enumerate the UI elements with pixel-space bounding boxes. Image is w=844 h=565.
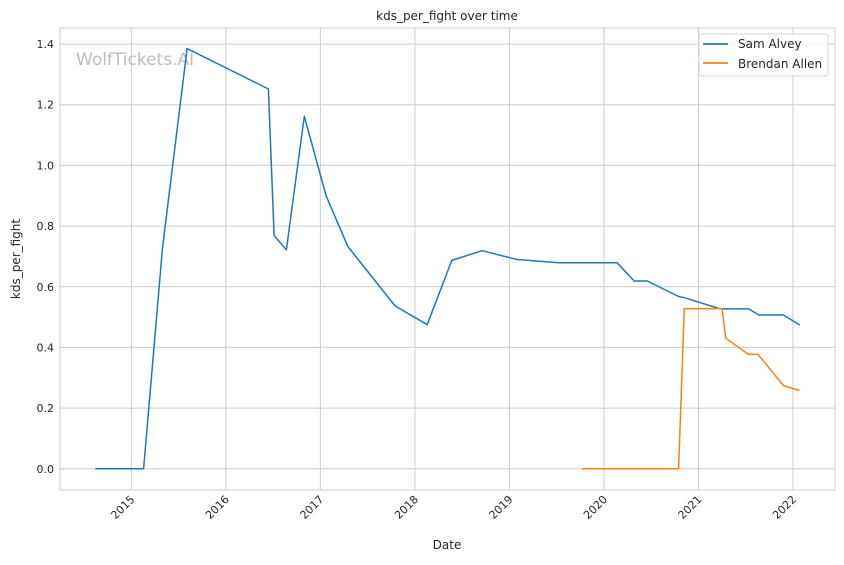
- x-tick-label: 2022: [770, 493, 799, 522]
- y-tick-label: 0.6: [37, 281, 55, 294]
- y-tick-label: 0.4: [37, 341, 55, 354]
- legend-label-sam-alvey: Sam Alvey: [738, 37, 802, 51]
- legend: Sam Alvey Brendan Allen: [698, 33, 829, 77]
- x-tick-label: 2020: [581, 493, 610, 522]
- plot-frame: [59, 27, 836, 491]
- ticks: 2015 2016 2017 2018 2019 2020 2021 2022 0.0 0.2 0.…: [37, 38, 800, 522]
- x-tick-label: 2019: [487, 493, 516, 522]
- x-tick-label: 2021: [676, 493, 705, 522]
- y-tick-label: 0.0: [37, 463, 55, 476]
- series-lines: [95, 47, 800, 470]
- x-tick-label: 2018: [392, 493, 421, 522]
- series-line-brendan-allen: [582, 307, 800, 470]
- y-tick-label: 1.4: [37, 38, 55, 51]
- x-tick-label: 2016: [203, 493, 232, 522]
- series-line-sam-alvey: [95, 47, 800, 470]
- y-tick-label: 0.2: [37, 402, 55, 415]
- x-tick-label: 2017: [298, 493, 327, 522]
- x-tick-label: 2015: [108, 493, 137, 522]
- y-axis-label: kds_per_fight: [9, 219, 23, 300]
- grid: [60, 28, 835, 490]
- y-tick-label: 1.2: [37, 99, 55, 112]
- watermark: WolfTickets.AI: [76, 50, 194, 70]
- y-tick-label: 0.8: [37, 220, 55, 233]
- chart-title: kds_per_fight over time: [376, 9, 518, 23]
- y-tick-label: 1.0: [37, 159, 55, 172]
- x-axis-label: Date: [433, 538, 462, 552]
- legend-box: [698, 33, 829, 77]
- legend-label-brendan-allen: Brendan Allen: [738, 57, 822, 71]
